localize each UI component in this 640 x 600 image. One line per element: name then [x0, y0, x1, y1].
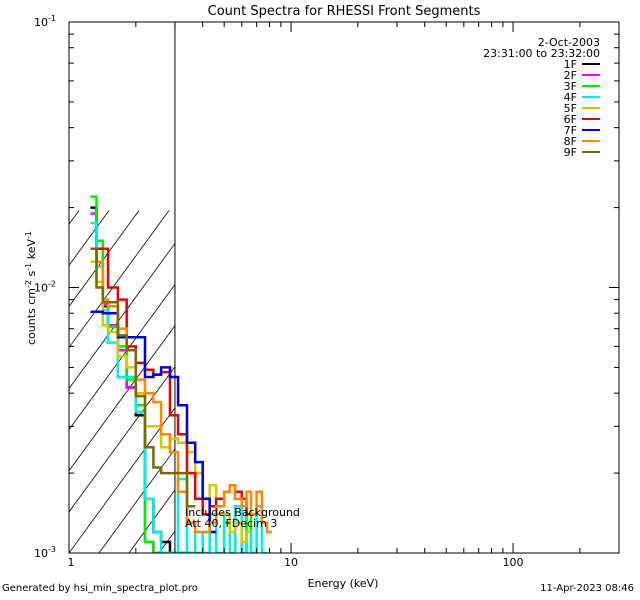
series-3F [90, 195, 257, 553]
legend-label-3F: 3F [564, 80, 577, 93]
y-tick-labels: 10-1 10-2 10-3 [34, 14, 56, 560]
footer-generated-by: Generated by hsi_min_spectra_plot.pro [2, 583, 198, 594]
hatch-line [489, 211, 640, 554]
hatch-line [399, 211, 640, 554]
legend-label-1F: 1F [564, 58, 577, 71]
annotation-attenuator: Att 40, FDecim 3 [185, 517, 277, 530]
hatch-line [69, 242, 175, 390]
legend-label-8F: 8F [564, 135, 577, 148]
hatch-line [69, 283, 175, 431]
hatch-line [189, 211, 439, 554]
hatch-line [339, 211, 589, 554]
legend-label-2F: 2F [564, 69, 577, 82]
legend-label-4F: 4F [564, 91, 577, 104]
hatch-line [579, 211, 640, 554]
series-5F [90, 260, 251, 544]
y-tick-label: 10-1 [34, 14, 56, 29]
hatch-line [309, 211, 559, 554]
x-tick-label: 100 [503, 556, 524, 569]
y-axis-label: counts cm-2 s-1 keV-1 [24, 231, 38, 345]
chart-title: Count Spectra for RHESSI Front Segments [208, 4, 481, 19]
hatch-line [519, 211, 640, 554]
series-layer [90, 195, 272, 553]
series-6F [90, 247, 251, 516]
legend-label-6F: 6F [564, 113, 577, 126]
plot-frame [68, 21, 620, 554]
hatch-line [279, 211, 529, 554]
hatch-line [128, 489, 175, 553]
hatch-line [69, 324, 175, 472]
y-tick-label: 10-3 [34, 545, 56, 560]
hatch-line [158, 530, 175, 553]
series-8F [90, 247, 272, 534]
hatch-line [369, 211, 619, 554]
hatch-line [0, 211, 19, 554]
series-7F [90, 310, 217, 534]
hatch-line [98, 448, 175, 553]
x-axis-label: Energy (keV) [308, 577, 379, 590]
legend-label-9F: 9F [564, 146, 577, 159]
hatch-line [69, 407, 175, 553]
legend-label-5F: 5F [564, 102, 577, 115]
hatch-line [609, 211, 640, 554]
x-tick-label: 10 [284, 556, 298, 569]
hatch-line [69, 210, 170, 349]
axis-ticks [68, 21, 620, 554]
time-range-label: 23:31:00 to 23:32:00 [483, 47, 600, 60]
hatch-line [549, 211, 640, 554]
hatch-line [69, 366, 175, 513]
annotation-background: Includes Background [185, 506, 300, 519]
footer-timestamp: 11-Apr-2023 08:46 [540, 583, 634, 594]
legend-label-7F: 7F [564, 124, 577, 137]
series-4F [90, 221, 268, 553]
hatch-line [459, 211, 640, 554]
x-tick-labels: 10 100 [284, 556, 524, 569]
series-9F [90, 247, 196, 508]
hatch-line [249, 211, 499, 554]
y-tick-label: 10-2 [34, 280, 56, 295]
hatch-line [429, 211, 640, 554]
date-label: 2-Oct-2003 [538, 36, 600, 49]
x-tick-label-1: 1 [68, 556, 75, 569]
hatch-line [69, 210, 80, 225]
